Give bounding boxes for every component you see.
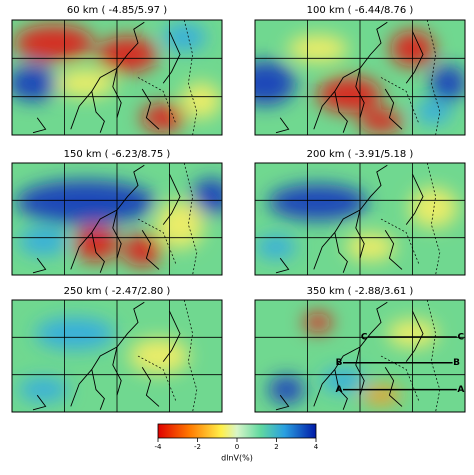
map-frame xyxy=(11,299,223,413)
plate-boundary xyxy=(381,20,440,135)
anomaly xyxy=(288,34,348,63)
map-frame xyxy=(254,162,466,276)
map-panel: 350 km ( -2.88/3.61 ) C C B B A A xyxy=(254,286,466,413)
colorbar-tick-label: -2 xyxy=(194,443,201,451)
map-field xyxy=(255,20,465,135)
plate-boundary xyxy=(138,300,197,412)
anomaly xyxy=(18,227,69,256)
panel-title: 200 km ( -3.91/5.18 ) xyxy=(307,149,414,160)
section-label: A xyxy=(336,385,343,395)
anomaly xyxy=(317,76,382,113)
anomaly xyxy=(268,375,305,404)
panel-title: 250 km ( -2.47/2.80 ) xyxy=(64,286,171,297)
section-label: C xyxy=(457,332,464,342)
anomaly xyxy=(74,225,118,262)
panel-title: 350 km ( -2.88/3.61 ) xyxy=(307,286,414,297)
anomaly xyxy=(415,100,452,124)
section-label: C xyxy=(361,332,368,342)
anomaly xyxy=(18,377,69,402)
panels: 60 km ( -4.85/5.97 ) 100 km ( -6.44/8.76 … xyxy=(11,5,466,413)
map-field xyxy=(12,163,222,275)
section-label: B xyxy=(453,358,460,368)
map-panel: 200 km ( -3.91/5.18 ) xyxy=(254,149,466,276)
anomaly xyxy=(129,338,189,374)
colorbar-tick-label: 4 xyxy=(314,443,319,451)
colorbar-tick-label: -4 xyxy=(155,443,163,451)
map-field xyxy=(12,20,222,135)
anomaly xyxy=(35,317,115,350)
anomaly xyxy=(122,234,163,267)
anomalies xyxy=(18,317,189,402)
plate-boundary xyxy=(138,163,197,275)
anomaly xyxy=(162,23,207,52)
anomaly xyxy=(15,180,156,225)
section-label: A xyxy=(457,385,464,395)
anomaly xyxy=(55,69,116,98)
map-panel: 60 km ( -4.85/5.97 ) xyxy=(11,5,223,136)
map-frame xyxy=(11,19,223,136)
panel-title: 100 km ( -6.44/8.76 ) xyxy=(307,5,414,16)
map-frame xyxy=(11,162,223,276)
anomaly xyxy=(345,233,396,261)
map-panel: 250 km ( -2.47/2.80 ) xyxy=(11,286,223,413)
anomaly xyxy=(14,25,94,61)
anomaly xyxy=(141,103,186,132)
map-panel: 100 km ( -6.44/8.76 ) xyxy=(254,5,466,136)
anomaly xyxy=(359,109,403,134)
anomalies xyxy=(15,178,222,267)
anomaly xyxy=(268,184,368,221)
anomaly xyxy=(191,178,222,215)
anomaly xyxy=(304,312,332,333)
panel-title: 150 km ( -6.23/8.75 ) xyxy=(64,149,171,160)
anomaly xyxy=(409,187,458,228)
anomaly xyxy=(12,65,58,102)
anomaly xyxy=(255,61,296,106)
plate-boundary xyxy=(138,20,197,135)
anomaly xyxy=(256,235,296,259)
map-panel: 150 km ( -6.23/8.75 ) xyxy=(11,149,223,276)
panel-title: 60 km ( -4.85/5.97 ) xyxy=(67,5,167,16)
anomaly xyxy=(430,65,465,102)
section-label: B xyxy=(336,358,343,368)
anomaly xyxy=(156,200,204,249)
anomaly xyxy=(181,82,221,119)
anomalies xyxy=(256,184,458,261)
colorbar-label: dlnV(%) xyxy=(221,454,253,463)
colorbar-tick-label: 2 xyxy=(274,443,278,451)
anomaly xyxy=(361,385,401,406)
colorbar xyxy=(157,423,317,439)
plate-boundary xyxy=(381,163,440,275)
plate-boundary xyxy=(381,300,440,412)
colorbar-tick-label: 0 xyxy=(235,443,239,451)
map-frame xyxy=(254,19,466,136)
map-frame xyxy=(254,299,466,413)
